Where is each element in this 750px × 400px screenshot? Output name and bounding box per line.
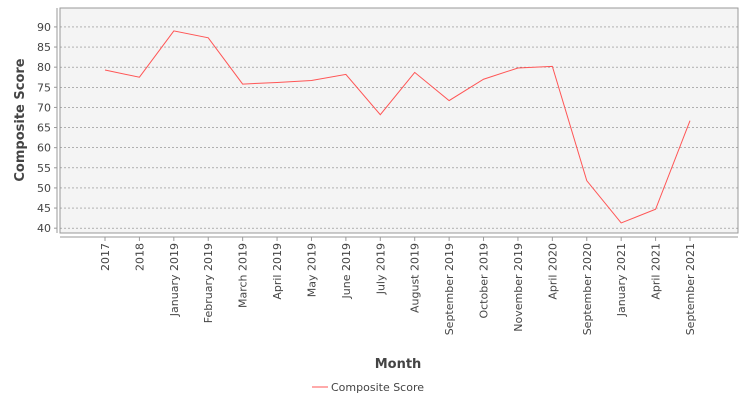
x-tick-label: June 2019 bbox=[340, 243, 353, 299]
x-tick-label: April 2021 bbox=[650, 243, 663, 300]
y-tick-label: 45 bbox=[37, 202, 51, 215]
y-axis-title: Composite Score bbox=[13, 58, 28, 181]
y-tick-label: 65 bbox=[37, 122, 51, 135]
legend-label: Composite Score bbox=[331, 381, 424, 394]
y-tick-label: 85 bbox=[37, 41, 51, 54]
x-tick-label: April 2020 bbox=[546, 243, 559, 300]
y-tick-label: 70 bbox=[37, 101, 51, 114]
x-tick-label: September 2020 bbox=[581, 243, 594, 335]
x-tick-label: July 2019 bbox=[374, 243, 387, 295]
x-axis-title: Month bbox=[375, 357, 422, 372]
y-tick-label: 75 bbox=[37, 81, 51, 94]
y-tick-label: 40 bbox=[37, 222, 51, 235]
y-tick-label: 55 bbox=[37, 162, 51, 175]
x-tick-label: November 2019 bbox=[512, 243, 525, 332]
x-tick-label: September 2019 bbox=[443, 243, 456, 335]
line bbox=[104, 30, 691, 224]
x-tick-label: March 2019 bbox=[237, 243, 250, 308]
y-tick-label: 80 bbox=[37, 61, 51, 74]
plot-area bbox=[59, 7, 739, 234]
x-tick-label: 2017 bbox=[99, 243, 112, 271]
y-tick-label: 90 bbox=[37, 21, 51, 34]
x-tick-label: August 2019 bbox=[409, 243, 422, 313]
x-tick-label: May 2019 bbox=[305, 243, 318, 297]
x-tick-label: February 2019 bbox=[202, 243, 215, 323]
x-tick-label: 2018 bbox=[133, 243, 146, 271]
x-tick-label: January 2019 bbox=[168, 243, 181, 317]
y-tick-label: 60 bbox=[37, 142, 51, 155]
y-tick-label: 50 bbox=[37, 182, 51, 195]
x-tick-label: January 2021 bbox=[615, 243, 628, 317]
x-tick-label: April 2019 bbox=[271, 243, 284, 300]
x-tick-label: October 2019 bbox=[478, 243, 491, 319]
x-tick-label: September 2021 bbox=[684, 243, 697, 335]
